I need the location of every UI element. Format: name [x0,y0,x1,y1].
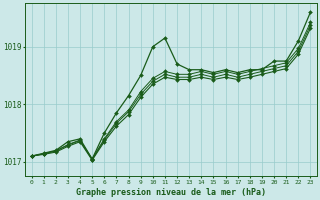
X-axis label: Graphe pression niveau de la mer (hPa): Graphe pression niveau de la mer (hPa) [76,188,266,197]
